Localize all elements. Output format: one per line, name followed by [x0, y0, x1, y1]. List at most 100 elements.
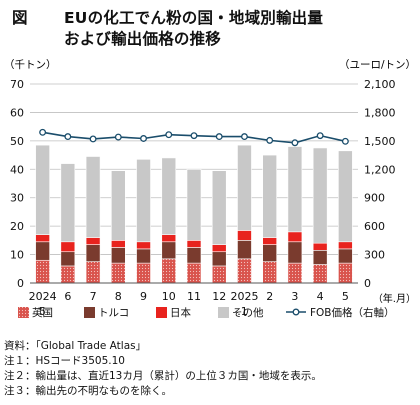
bar-segment — [338, 262, 353, 284]
bar-segment — [111, 170, 126, 241]
bar-segment — [262, 261, 277, 284]
note-3: 注３：輸出先の不明なものを除く。 — [4, 385, 172, 397]
bar-segment — [35, 241, 50, 261]
x-tick-label: 8 — [115, 290, 122, 303]
bar-segment — [161, 258, 177, 284]
y-right-tick-label: 2,100 — [364, 78, 396, 91]
chart-area: （千トン） （ユーロ/トン） 0 10 20 30 40 50 60 70 0 300 600 900… — [4, 59, 416, 319]
x-tick-label: 5 — [342, 290, 349, 303]
legend-label: トルコ — [98, 307, 129, 319]
bar-segment — [211, 244, 227, 253]
bar-segment — [287, 241, 303, 264]
bar-segment — [186, 247, 202, 264]
bar-segment — [60, 241, 76, 253]
bar-segment — [312, 242, 328, 251]
bar-segment — [211, 265, 227, 284]
legend-label: FOB価格（右軸） — [310, 306, 395, 319]
bar-segment — [312, 147, 328, 244]
note-2: 注２：輸出量は、直近13カ月（累計）の上位３カ国・地域を表示。 — [4, 370, 322, 382]
x-tick-label: 9 — [140, 290, 147, 303]
y-left-tick-label: 30 — [10, 192, 24, 205]
legend-swatch — [156, 307, 167, 318]
bar-segment — [136, 248, 151, 264]
bar-segment — [136, 241, 151, 250]
y-right-tick-label: 0 — [364, 277, 371, 290]
fob-price-point — [316, 132, 324, 140]
x-tick-label: 2024 — [29, 290, 57, 303]
bar-segment — [211, 170, 227, 245]
y-left-tick-label: 50 — [10, 135, 24, 148]
fob-price-point — [64, 133, 72, 141]
y-left-tick-label: 40 — [10, 163, 24, 176]
chart-title: EUの化工でん粉の国・地域別輸出量 — [64, 9, 324, 27]
bar-segment — [161, 234, 177, 243]
bar-segment — [161, 241, 177, 260]
bar-segment — [186, 240, 202, 248]
bar-segment — [111, 240, 126, 248]
x-tick-label: 2 — [266, 290, 273, 303]
bar-segment — [237, 258, 252, 284]
y-right-tick-label: 1,200 — [364, 163, 396, 176]
fob-price-point — [291, 139, 299, 147]
x-unit-label: （年.月） — [373, 292, 416, 305]
y-right-tick-label: 300 — [364, 249, 385, 262]
x-tick-label: 2025 — [230, 290, 258, 303]
bar-segment — [262, 244, 277, 262]
bar-segment — [237, 240, 252, 260]
bar-segment — [237, 144, 252, 231]
x-tick-label: 12 — [212, 290, 226, 303]
fob-price-point — [190, 132, 198, 140]
bar-segment — [211, 251, 227, 267]
y-left-tick-label: 10 — [10, 249, 24, 262]
price-line-layer — [39, 128, 349, 147]
fob-price-point — [266, 136, 274, 144]
x-tick-sublabel: .1 — [237, 305, 248, 318]
bar-segment — [338, 150, 353, 243]
x-tick-label: 4 — [317, 290, 324, 303]
chart-subtitle: および輸出価格の推移 — [64, 30, 222, 48]
bar-segment — [85, 156, 101, 238]
y-right-tick-label: 900 — [364, 192, 385, 205]
bar-segment — [136, 159, 151, 243]
bar-segment — [85, 261, 101, 284]
bar-segment — [35, 144, 50, 235]
x-tick-label: 3 — [291, 290, 298, 303]
note-1: 注１：HSコード3505.10 — [4, 355, 125, 367]
bar-segment — [161, 157, 177, 235]
fob-price-point — [114, 133, 122, 141]
bar-segment — [262, 237, 277, 245]
y-left-axis-label: （千トン） — [4, 59, 57, 71]
bar-segment — [312, 250, 328, 265]
bar-segment — [237, 230, 252, 241]
bar-segment — [111, 262, 126, 284]
x-tick-label: 6 — [64, 290, 71, 303]
legend: 英国 トルコ 日本 その他 FOB価格（右軸） — [18, 306, 395, 319]
x-tick-sublabel: .5 — [35, 305, 46, 318]
source-note: 資料：「Global Trade Atlas」 — [4, 340, 147, 352]
y-left-tick-label: 60 — [10, 106, 24, 119]
x-tick-label: 11 — [187, 290, 201, 303]
x-tick-label: 10 — [162, 290, 176, 303]
notes: 資料：「Global Trade Atlas」 注１：HSコード3505.10 … — [4, 339, 322, 399]
bar-segment — [85, 237, 101, 245]
bar-segment — [60, 163, 76, 243]
fob-price-point — [39, 128, 47, 136]
fob-price-point — [341, 137, 349, 145]
bar-segment — [136, 262, 151, 284]
bar-segment — [35, 234, 50, 243]
bar-layer — [35, 144, 353, 284]
axis-layer: 0 10 20 30 40 50 60 70 0 300 600 900 1,200 1,500 1,800… — [10, 78, 396, 318]
bar-segment — [186, 262, 202, 284]
legend-label: その他 — [232, 306, 264, 319]
legend-swatch — [18, 307, 29, 318]
bar-segment — [287, 262, 303, 284]
x-tick-label: 7 — [90, 290, 97, 303]
figure-label: 図 — [12, 9, 28, 27]
bar-segment — [312, 264, 328, 284]
bar-segment — [85, 244, 101, 262]
legend-label: 日本 — [170, 306, 191, 319]
y-left-tick-label: 20 — [10, 220, 24, 233]
bar-segment — [287, 231, 303, 243]
fob-price-point — [215, 133, 223, 141]
bar-segment — [186, 168, 202, 241]
